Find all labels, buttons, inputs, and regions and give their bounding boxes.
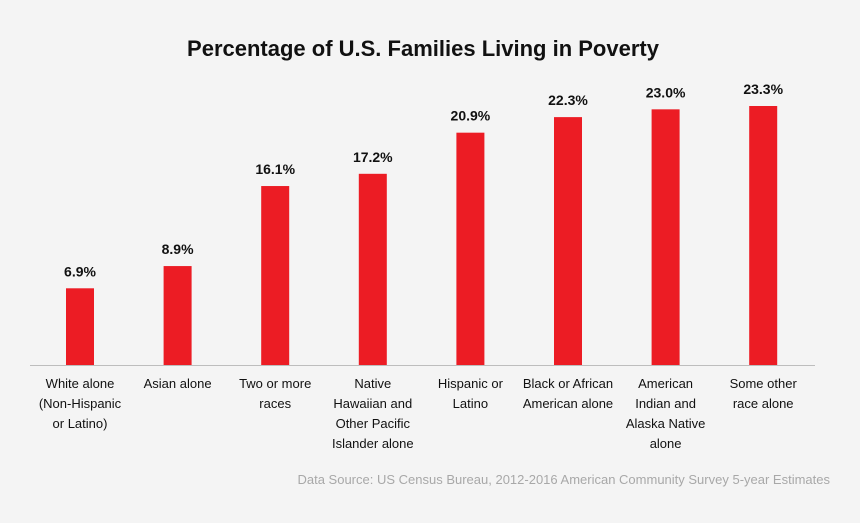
category-label: Asian alone bbox=[143, 376, 212, 391]
category-label: American Indian and Alaska Native alone bbox=[625, 376, 706, 451]
bar-value-label: 23.3% bbox=[743, 81, 783, 97]
category-label: Hispanic or Latino bbox=[437, 376, 503, 411]
bar bbox=[554, 117, 582, 366]
category-label: Two or more races bbox=[239, 376, 312, 411]
bar-value-label: 6.9% bbox=[64, 263, 96, 279]
bar bbox=[358, 173, 387, 365]
bar-value-label: 8.9% bbox=[162, 241, 194, 257]
bar bbox=[749, 106, 778, 365]
data-source-note: Data Source: US Census Bureau, 2012-2016… bbox=[297, 472, 830, 487]
bar-value-label: 17.2% bbox=[353, 149, 393, 165]
bar-value-label: 20.9% bbox=[451, 108, 491, 124]
category-label: Black or African American alone bbox=[522, 376, 614, 411]
bar bbox=[651, 109, 680, 365]
bar bbox=[163, 266, 192, 365]
category-label: Some other race alone bbox=[729, 376, 797, 411]
category-label: Native Hawaiian and Other Pacific Islander … bbox=[331, 376, 414, 451]
bar-value-label: 16.1% bbox=[255, 161, 295, 177]
category-label: White alone (Non-Hispanic or Latino) bbox=[38, 376, 122, 431]
bar-value-label: 22.3% bbox=[548, 92, 588, 108]
bar-value-label: 23.0% bbox=[646, 84, 686, 100]
bar bbox=[66, 288, 94, 365]
chart-title: Percentage of U.S. Families Living in Po… bbox=[187, 36, 659, 61]
bar bbox=[261, 186, 290, 365]
bar bbox=[456, 132, 485, 365]
